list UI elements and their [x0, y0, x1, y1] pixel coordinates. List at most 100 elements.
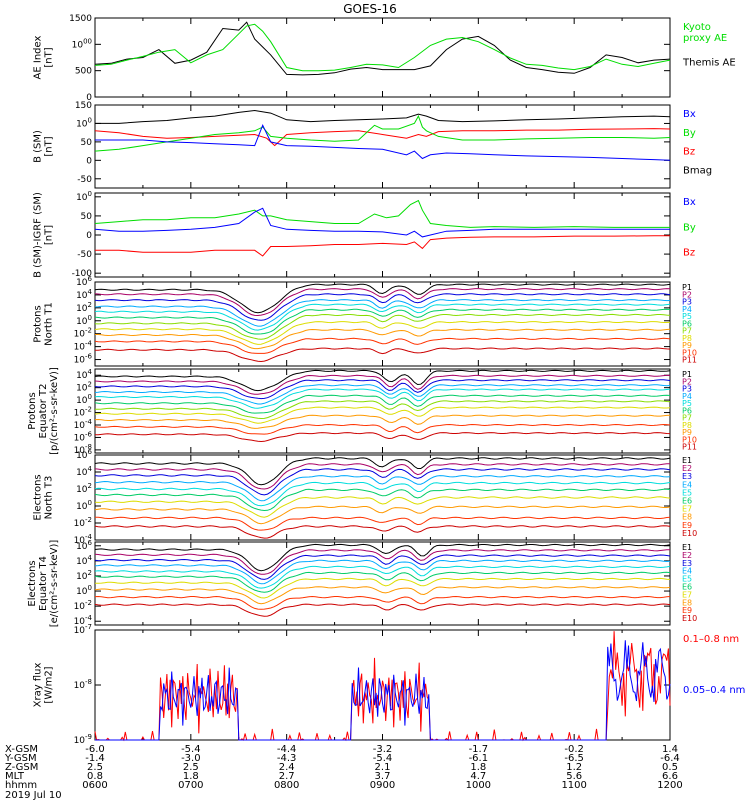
series-pe-P4 [94, 384, 671, 405]
legend-pn-P2: P2 [682, 290, 692, 299]
xaxis-col-3-3: 3.7 [375, 771, 391, 782]
series-pn-P5 [94, 303, 671, 331]
xaxis-col-1-1: -3.0 [181, 753, 201, 764]
series-pn-P6 [94, 308, 671, 335]
legend-bsm-3-0: Bmag [683, 165, 712, 176]
ylabel-bsm-1: [nT] [44, 136, 55, 156]
ytick-label-pe-2: 10-4 [74, 418, 93, 431]
series-en-E1 [94, 457, 671, 486]
legend-en-E5: E5 [682, 488, 692, 497]
xaxis-col-5-0: -0.2 [564, 744, 584, 755]
series-pe-P2 [94, 374, 670, 395]
xaxis-col-2-4: 0800 [274, 780, 299, 791]
ytick-label-ee-3: 102 [76, 569, 92, 582]
series-pe-P5 [94, 388, 671, 409]
legend-en-E9: E9 [682, 521, 692, 530]
legend-pe-P1: P1 [682, 370, 692, 379]
series-en-E4 [94, 475, 671, 502]
legend-pe-P10: P10 [682, 435, 697, 444]
ylabel-pe-1: Equator T2 [38, 384, 49, 439]
xaxis-col-6-3: 6.6 [662, 771, 678, 782]
legend-bigrf-2-0: Bz [683, 248, 695, 259]
series-pe-P11 [95, 432, 671, 443]
xaxis-rowlabel-3: MLT [5, 771, 25, 782]
legend-ae-0-1: proxy AE [683, 33, 727, 44]
legend-pe-P5: P5 [682, 399, 692, 408]
ytick-label-en-0: 10-4 [74, 533, 93, 546]
ytick-label-pn-4: 102 [76, 301, 92, 314]
legend-ee-E10: E10 [682, 614, 697, 623]
xaxis-rowlabel-4: hhmm [5, 780, 37, 791]
series-bsm-3 [95, 124, 671, 161]
legend-en-E6: E6 [682, 497, 692, 506]
ylabel-xray-1: [W/m2] [44, 666, 55, 703]
xaxis-col-0-0: -6.0 [85, 744, 105, 755]
ytick-label-pn-2: 10-2 [74, 327, 92, 340]
xaxis-col-4-4: 1000 [466, 780, 491, 791]
ylabel-pe-0: Protons [27, 392, 38, 429]
xaxis-col-4-3: 4.7 [470, 771, 486, 782]
ytick-label-bigrf-3: 50 [81, 212, 93, 222]
legend-bigrf-0-0: Bx [683, 197, 696, 208]
legend-ee-E3: E3 [682, 559, 692, 568]
ylabel-bigrf-0: B (SM)-IGRF (SM) [33, 192, 44, 278]
series-en-E8 [94, 505, 671, 525]
ytick-label-pe-1: 10-6 [74, 430, 93, 443]
legend-pe-P6: P6 [682, 406, 692, 415]
legend-pe-P11: P11 [682, 443, 697, 452]
series-pn-P2 [94, 288, 671, 317]
ytick-label-ee-0: 10-4 [74, 614, 93, 627]
ytick-label-ee-2: 100 [76, 584, 92, 597]
series-ee-E5 [94, 565, 671, 589]
series-en-E10 [94, 525, 671, 539]
ylabel-ae-1: [nT] [44, 47, 55, 67]
xaxis-rowlabel-0: X-GSM [5, 744, 38, 755]
series-en-E5 [94, 481, 671, 507]
ytick-label-pn-0: 10-6 [74, 353, 93, 366]
panel-frame-bigrf [94, 192, 671, 278]
xaxis-col-0-4: 0600 [82, 780, 107, 791]
ylabel-en-0: Electrons [33, 474, 44, 520]
series-pe-P10 [94, 423, 671, 435]
series-en-E3 [94, 468, 671, 496]
ytick-label-pn-3: 100 [76, 314, 92, 327]
ylabel-en-1: North T3 [44, 476, 55, 520]
ytick-label-en-5: 106 [76, 448, 92, 461]
ytick-label-xray-0: 10-9 [74, 733, 92, 746]
legend-pn-P7: P7 [682, 327, 692, 336]
xaxis-col-6-4: 1200 [657, 780, 682, 791]
series-pe-P8 [94, 406, 671, 424]
ytick-label-pe-4: 100 [76, 393, 92, 406]
series-ee-E2 [94, 549, 671, 575]
ytick-label-pe-6: 104 [76, 368, 92, 381]
series-en-E2 [94, 463, 671, 490]
series-pn-P9 [95, 328, 671, 350]
series-bsm-2 [94, 114, 671, 152]
xaxis-col-5-4: 1100 [561, 780, 586, 791]
ytick-label-xray-1: 10-8 [74, 678, 92, 691]
series-ee-E8 [94, 586, 671, 605]
legend-pn-P1: P1 [682, 283, 692, 292]
series-bigrf-2 [95, 235, 670, 257]
series-bsm-0 [95, 109, 671, 124]
ytick-label-en-1: 10-2 [74, 516, 92, 529]
legend-pe-P3: P3 [682, 385, 692, 394]
ytick-label-pe-3: 10-2 [74, 406, 92, 419]
series-pe-P6 [94, 394, 671, 414]
legend-ee-E6: E6 [682, 583, 692, 592]
legend-pn-P10: P10 [682, 348, 697, 357]
xaxis-col-5-2: 1.2 [566, 762, 582, 773]
ylabel-ee-0: Electrons [27, 560, 38, 606]
ytick-label-bsm-0: -50 [77, 175, 92, 185]
legend-en-E1: E1 [682, 456, 692, 465]
series-ee-E6 [94, 571, 671, 593]
xaxis-col-6-1: -6.4 [660, 753, 680, 764]
series-pn-P3 [94, 293, 671, 321]
series-ae-1 [94, 23, 671, 72]
ytick-label-ae-3: 1500 [69, 14, 92, 24]
ytick-label-xray-2: 10-7 [74, 623, 92, 636]
legend-bigrf-1-0: By [683, 222, 696, 233]
ytick-label-bsm-1: 0 [86, 156, 92, 166]
xaxis-col-5-3: 5.6 [566, 771, 582, 782]
ylabel-pn-0: Protons [33, 305, 44, 342]
